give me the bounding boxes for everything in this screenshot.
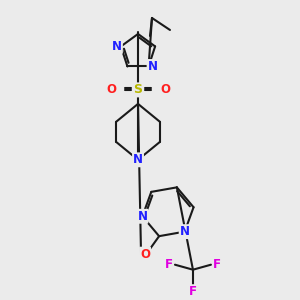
Text: N: N — [148, 60, 158, 73]
Text: O: O — [106, 83, 116, 96]
Text: F: F — [189, 285, 197, 298]
Text: F: F — [213, 258, 221, 271]
Text: N: N — [180, 225, 190, 238]
Text: F: F — [165, 258, 173, 271]
Text: O: O — [140, 248, 150, 261]
Text: S: S — [134, 83, 142, 96]
Text: N: N — [112, 40, 122, 53]
Text: N: N — [137, 210, 147, 223]
Text: O: O — [160, 83, 170, 96]
Text: N: N — [133, 153, 143, 166]
